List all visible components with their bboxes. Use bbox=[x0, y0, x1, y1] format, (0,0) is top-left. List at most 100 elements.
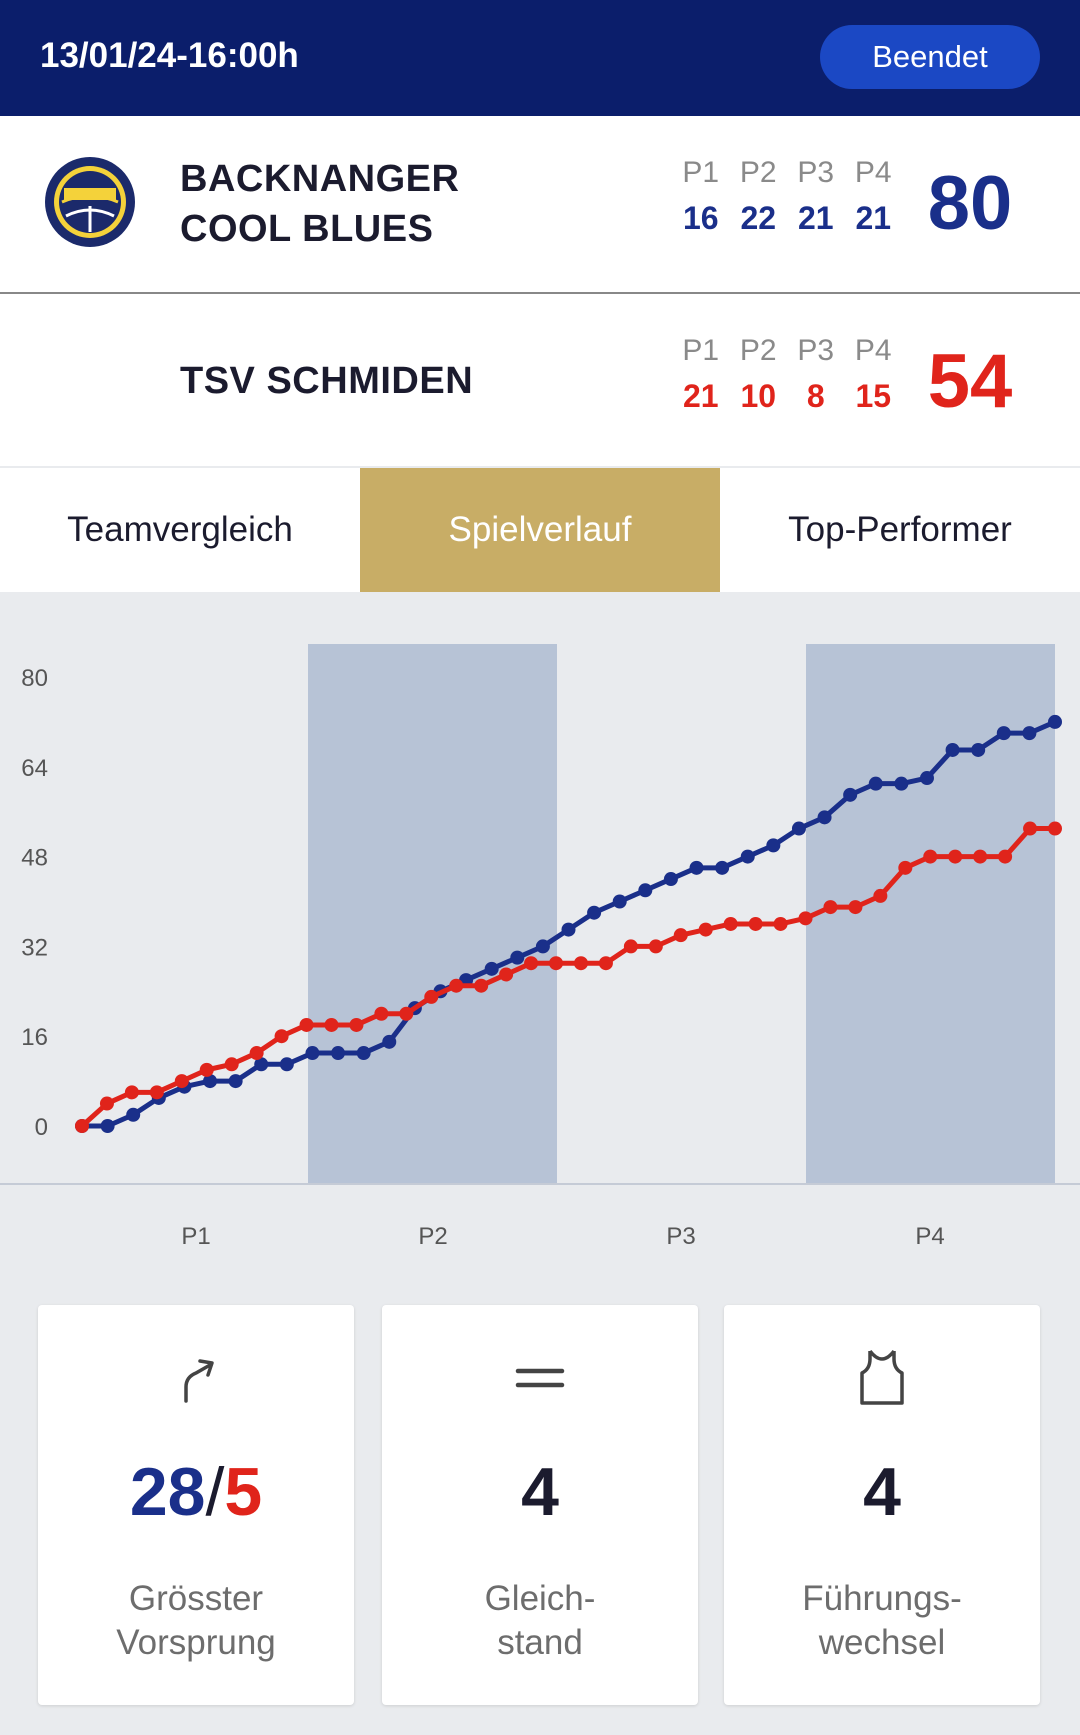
home-team-row[interactable]: BACKNANGER COOL BLUES P1 P2 P3 P4 16 22 … bbox=[0, 116, 1080, 294]
data-point bbox=[817, 810, 832, 825]
data-point bbox=[791, 821, 806, 836]
data-point bbox=[998, 849, 1013, 864]
equals-icon bbox=[515, 1368, 565, 1388]
data-point bbox=[948, 849, 963, 864]
y-tick-label: 64 bbox=[21, 755, 48, 782]
data-point bbox=[945, 742, 960, 757]
period-label: P4 bbox=[854, 156, 892, 189]
data-point bbox=[740, 849, 755, 864]
period-score: 10 bbox=[740, 378, 777, 414]
data-point bbox=[399, 1006, 414, 1021]
data-point bbox=[673, 928, 688, 943]
data-point bbox=[1048, 714, 1062, 729]
data-point bbox=[898, 860, 913, 875]
stat-label-line2: stand bbox=[497, 1623, 583, 1662]
data-point bbox=[923, 849, 938, 864]
data-point bbox=[663, 872, 678, 887]
ties-value: 4 bbox=[521, 1454, 559, 1530]
y-tick-label: 32 bbox=[21, 934, 48, 961]
quarter-label: P2 bbox=[418, 1223, 447, 1250]
data-point bbox=[894, 776, 909, 791]
data-point bbox=[848, 900, 863, 915]
data-point bbox=[199, 1062, 214, 1077]
away-total-score: 54 bbox=[927, 339, 1013, 424]
jersey-icon bbox=[860, 1349, 904, 1405]
data-point bbox=[623, 939, 638, 954]
data-point bbox=[499, 967, 514, 982]
chart-svg: 0 16 32 48 64 80 P1 P2 P3 P4 bbox=[0, 644, 1080, 1250]
data-point bbox=[75, 1119, 89, 1133]
data-point bbox=[224, 1057, 239, 1072]
data-point bbox=[843, 787, 858, 802]
data-point bbox=[374, 1006, 389, 1021]
stat-label: Führungs- wechsel bbox=[724, 1577, 1040, 1665]
y-tick-label: 48 bbox=[21, 845, 48, 872]
period-label: P4 bbox=[854, 334, 892, 367]
period-label: P3 bbox=[797, 156, 835, 189]
tab-top-performer[interactable]: Top-Performer bbox=[788, 510, 1012, 549]
period-label: P3 bbox=[797, 334, 835, 367]
y-tick-label: 80 bbox=[21, 665, 48, 692]
cool-blues-logo bbox=[45, 157, 135, 247]
away-team-row[interactable]: TSV SCHMIDEN P1 P2 P3 P4 21 10 8 15 54 bbox=[0, 294, 1080, 466]
data-point bbox=[510, 950, 525, 965]
data-point bbox=[971, 742, 986, 757]
period-label: P1 bbox=[682, 156, 720, 189]
game-flow-chart: 0 16 32 48 64 80 P1 P2 P3 P4 bbox=[0, 592, 1080, 1262]
status-button[interactable]: Beendet bbox=[820, 25, 1040, 89]
lead-changes-value: 4 bbox=[863, 1454, 901, 1530]
data-point bbox=[100, 1119, 115, 1133]
stat-label: Grösster Vorsprung bbox=[38, 1577, 354, 1665]
stat-card-ties: 4 Gleich- stand bbox=[382, 1305, 698, 1705]
tab-spielverlauf[interactable]: Spielverlauf bbox=[360, 468, 720, 592]
data-point bbox=[305, 1046, 320, 1061]
stat-label-line2: Vorsprung bbox=[116, 1623, 276, 1662]
data-point bbox=[331, 1046, 346, 1061]
period-score: 21 bbox=[682, 378, 719, 414]
biggest-lead-value: 28/5 bbox=[38, 1453, 354, 1531]
data-point bbox=[612, 894, 627, 909]
data-point bbox=[748, 916, 763, 931]
data-point bbox=[484, 961, 499, 976]
quarter-label: P1 bbox=[181, 1223, 210, 1250]
data-point bbox=[254, 1057, 269, 1072]
stat-label-line1: Gleich- bbox=[484, 1579, 596, 1618]
data-point bbox=[249, 1046, 264, 1061]
data-point bbox=[1048, 821, 1062, 836]
data-point bbox=[228, 1074, 243, 1089]
data-point bbox=[274, 1029, 289, 1044]
data-point bbox=[535, 939, 550, 954]
quarter-band bbox=[806, 644, 1055, 1184]
away-team-name: TSV SCHMIDEN bbox=[180, 360, 474, 402]
stat-card-biggest-lead: 28/5 Grösster Vorsprung bbox=[38, 1305, 354, 1705]
data-point bbox=[356, 1046, 371, 1061]
home-name-line2: COOL BLUES bbox=[180, 208, 434, 250]
data-point bbox=[174, 1074, 189, 1089]
tab-teamvergleich[interactable]: Teamvergleich bbox=[67, 510, 293, 549]
home-team-name: BACKNANGER COOL BLUES bbox=[180, 154, 459, 254]
data-point bbox=[798, 911, 813, 926]
period-score: 21 bbox=[797, 200, 834, 236]
data-point bbox=[1023, 821, 1038, 836]
stat-label-line2: wechsel bbox=[818, 1623, 946, 1662]
data-point bbox=[382, 1034, 397, 1049]
home-period-scores: P1 P2 P3 P4 16 22 21 21 bbox=[672, 156, 902, 237]
period-score: 22 bbox=[740, 200, 777, 236]
data-point bbox=[766, 838, 781, 853]
stat-label: Gleich- stand bbox=[382, 1577, 698, 1665]
period-label: P2 bbox=[739, 334, 777, 367]
data-point bbox=[973, 849, 988, 864]
home-total-score: 80 bbox=[927, 161, 1013, 246]
data-point bbox=[689, 860, 704, 875]
period-score: 8 bbox=[806, 378, 825, 414]
data-point bbox=[149, 1085, 164, 1100]
series-line bbox=[80, 826, 1055, 1128]
away-period-scores: P1 P2 P3 P4 21 10 8 15 bbox=[672, 334, 902, 415]
quarter-label: P4 bbox=[915, 1223, 944, 1250]
top-bar: 13/01/24-16:00h Beendet bbox=[0, 0, 1080, 116]
data-point bbox=[203, 1074, 218, 1089]
data-point bbox=[723, 916, 738, 931]
data-point bbox=[648, 939, 663, 954]
data-point bbox=[279, 1057, 294, 1072]
data-point bbox=[573, 956, 588, 971]
